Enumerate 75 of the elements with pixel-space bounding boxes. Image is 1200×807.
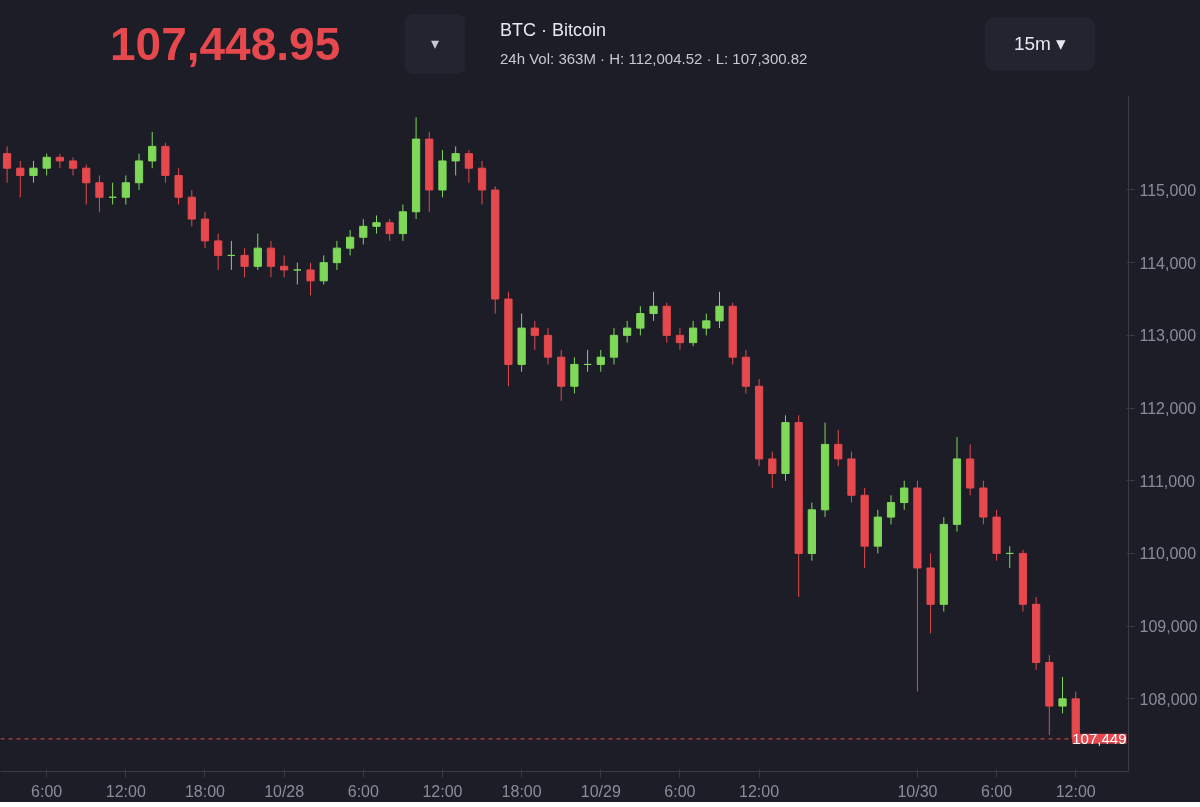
y-tick-label: 108,000 — [1139, 690, 1198, 708]
candlestick — [702, 313, 711, 336]
x-tick-label: 12:00 — [739, 782, 780, 800]
candlestick — [464, 149, 473, 184]
candlestick — [280, 254, 289, 278]
ref-line-label: 107,449 — [1072, 729, 1127, 747]
candlestick — [385, 218, 394, 242]
x-tick-label: 10/28 — [264, 782, 305, 800]
candlestick — [240, 247, 249, 278]
candlestick — [332, 240, 342, 271]
candlestick — [530, 320, 539, 351]
candlestick — [649, 291, 658, 322]
candlestick — [266, 240, 276, 278]
candlestick — [293, 262, 302, 285]
candlestick — [253, 233, 262, 271]
candlestick — [187, 189, 196, 227]
candlestick — [570, 356, 579, 395]
candlestick — [675, 327, 685, 351]
candlestick — [609, 327, 619, 365]
y-tick-label: 113,000 — [1139, 327, 1197, 345]
candlestick — [596, 349, 605, 373]
x-tick-label: 10/30 — [897, 782, 938, 800]
candlestick — [715, 291, 724, 329]
candlestick — [768, 451, 777, 489]
text: 24h Vol: 363M · H: 112,004.52 · L: 107,300.82 — [500, 49, 808, 69]
x-tick-label: 18:00 — [184, 782, 226, 800]
candlestick — [29, 160, 38, 184]
candlestick — [68, 156, 78, 176]
candlestick — [398, 204, 408, 242]
candlestick — [2, 145, 12, 184]
candlestick — [345, 229, 355, 256]
x-tick-label: 12:00 — [422, 782, 463, 800]
chart-subtitle: BTC · Bitcoin — [500, 19, 607, 42]
candlestick — [451, 145, 460, 176]
x-tick-label: 12:00 — [105, 782, 146, 800]
candlestick — [1058, 676, 1067, 714]
y-tick-label: 110,000 — [1139, 545, 1197, 563]
candlestick — [306, 262, 315, 296]
y-tick-label: 115,000 — [1139, 181, 1197, 199]
text: 15m ▾ — [985, 18, 1095, 70]
x-tick-label: 6:00 — [31, 782, 63, 800]
x-tick-label: 6:00 — [664, 782, 696, 800]
candlestick — [359, 218, 368, 246]
candlestick — [477, 160, 487, 206]
text: ▾ — [405, 14, 465, 74]
x-tick-label: 6:00 — [981, 782, 1013, 800]
candlestick — [636, 305, 645, 336]
candlestick — [623, 320, 632, 344]
candlestick — [95, 174, 104, 213]
candlestick — [174, 167, 183, 206]
candlestick — [200, 211, 210, 249]
chart-title: 107,448.95 — [110, 17, 341, 72]
candlestick — [543, 327, 553, 365]
candlestick — [319, 254, 328, 285]
candlestick — [214, 233, 223, 271]
candlestick — [834, 429, 843, 467]
candlestick — [16, 160, 25, 198]
x-tick-label: 18:00 — [501, 782, 542, 800]
x-tick-label: 10/29 — [580, 782, 621, 800]
candlestick — [121, 174, 130, 206]
y-tick-label: 111,000 — [1139, 472, 1196, 490]
candlestick — [900, 480, 909, 511]
candlestick — [886, 494, 896, 525]
candlestick — [82, 164, 91, 206]
candlestick — [148, 131, 157, 169]
x-tick-label: 6:00 — [347, 782, 379, 800]
candlestick — [372, 214, 381, 235]
y-tick-label: 114,000 — [1139, 254, 1197, 272]
y-tick-label: 109,000 — [1139, 618, 1198, 636]
candlestick — [134, 153, 144, 191]
candlestick — [689, 320, 698, 347]
y-tick-label: 112,000 — [1139, 400, 1197, 418]
candlestick — [42, 153, 51, 176]
x-tick-label: 12:00 — [1055, 782, 1096, 800]
candlestick — [55, 153, 64, 169]
